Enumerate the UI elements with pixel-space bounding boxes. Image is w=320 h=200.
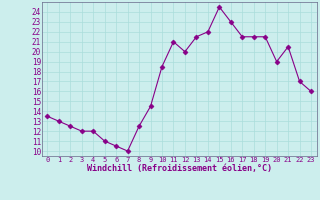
X-axis label: Windchill (Refroidissement éolien,°C): Windchill (Refroidissement éolien,°C) [87,164,272,173]
